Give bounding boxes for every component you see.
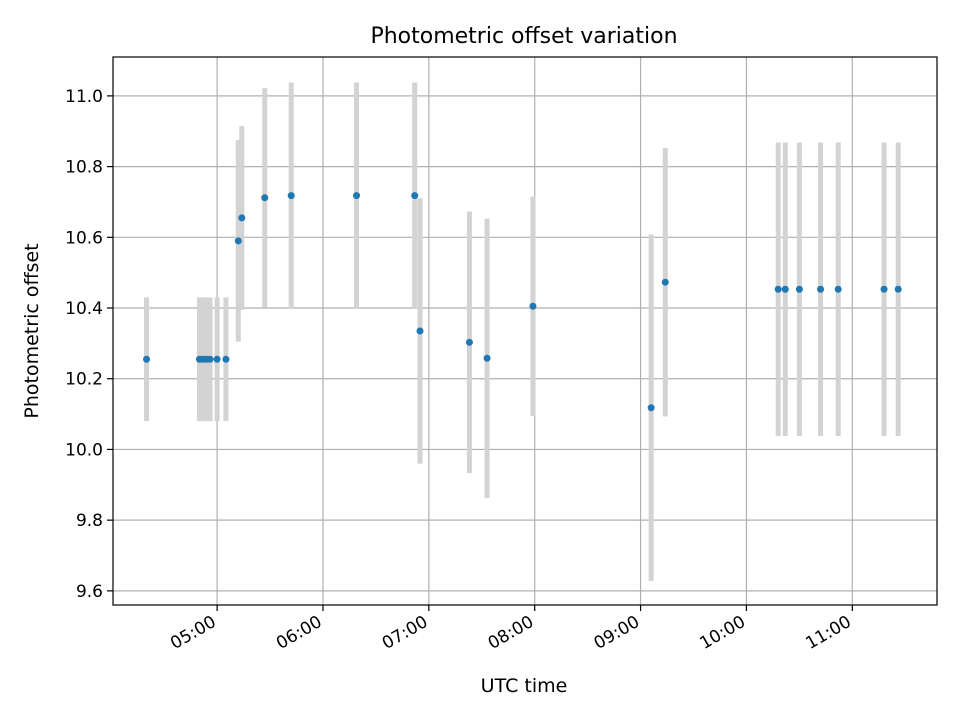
data-point: [238, 214, 246, 222]
data-point: [411, 192, 419, 200]
data-point: [213, 355, 221, 363]
data-point: [352, 192, 360, 200]
data-point: [817, 285, 825, 293]
y-axis-ticks: 9.6 9.8 10.0 10.2 10.4 10.6 10.8 11.0: [65, 87, 113, 602]
data-point: [465, 338, 473, 346]
data-point: [261, 194, 269, 202]
data-point: [234, 237, 242, 245]
data-point: [880, 285, 888, 293]
data-point: [774, 285, 782, 293]
data-point: [781, 285, 789, 293]
y-tick-label: 9.8: [76, 511, 103, 531]
data-point: [483, 354, 491, 362]
data-point: [206, 355, 214, 363]
y-tick-label: 10.0: [65, 440, 103, 460]
y-tick-label: 9.6: [76, 582, 103, 602]
data-point: [416, 327, 424, 335]
y-axis-label: Photometric offset: [21, 243, 43, 418]
data-point: [795, 285, 803, 293]
data-point: [834, 285, 842, 293]
data-points: [143, 192, 902, 412]
data-point: [661, 278, 669, 286]
data-point: [894, 285, 902, 293]
data-point: [647, 404, 655, 412]
x-axis-label: UTC time: [481, 675, 568, 697]
y-tick-label: 10.4: [65, 299, 103, 319]
data-point: [143, 355, 151, 363]
data-point: [529, 302, 537, 310]
y-tick-label: 10.8: [65, 158, 103, 178]
y-tick-label: 10.6: [65, 228, 103, 248]
data-point: [287, 192, 295, 200]
chart-title: Photometric offset variation: [370, 24, 677, 49]
data-point: [222, 355, 230, 363]
y-tick-label: 11.0: [65, 87, 103, 107]
axes-frame: [112, 56, 938, 606]
y-tick-label: 10.2: [65, 370, 103, 390]
